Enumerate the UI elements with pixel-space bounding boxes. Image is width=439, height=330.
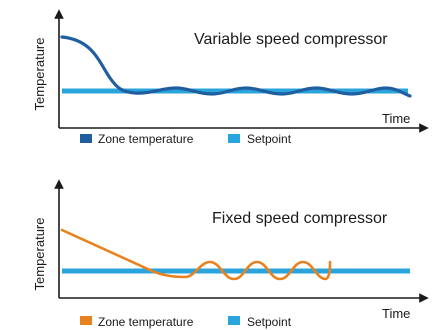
legend: Zone temperature Setpoint <box>80 132 292 146</box>
panel-fixed: Fixed speed compressor Temperature Time … <box>32 179 429 329</box>
legend: Zone temperature Setpoint <box>80 315 292 329</box>
legend-swatch-zone-temperature <box>80 134 92 143</box>
legend-label-zone-temperature: Zone temperature <box>98 132 194 146</box>
y-axis-label: Temperature <box>32 38 47 111</box>
legend-label-setpoint: Setpoint <box>247 315 292 329</box>
zone-temperature-curve <box>60 228 332 281</box>
x-axis-label: Time <box>382 306 410 321</box>
legend-swatch-setpoint <box>228 134 240 143</box>
panel-title: Variable speed compressor <box>194 31 388 48</box>
y-axis-label: Temperature <box>32 218 47 291</box>
legend-label-zone-temperature: Zone temperature <box>98 315 194 329</box>
panel-title: Fixed speed compressor <box>212 210 388 227</box>
legend-swatch-zone-temperature <box>80 316 92 325</box>
zone-temperature-curve <box>60 35 412 98</box>
panel-variable: Variable speed compressor Temperature Ti… <box>32 9 429 146</box>
x-axis-label: Time <box>382 111 410 126</box>
legend-swatch-setpoint <box>228 316 240 325</box>
legend-label-setpoint: Setpoint <box>247 132 292 146</box>
